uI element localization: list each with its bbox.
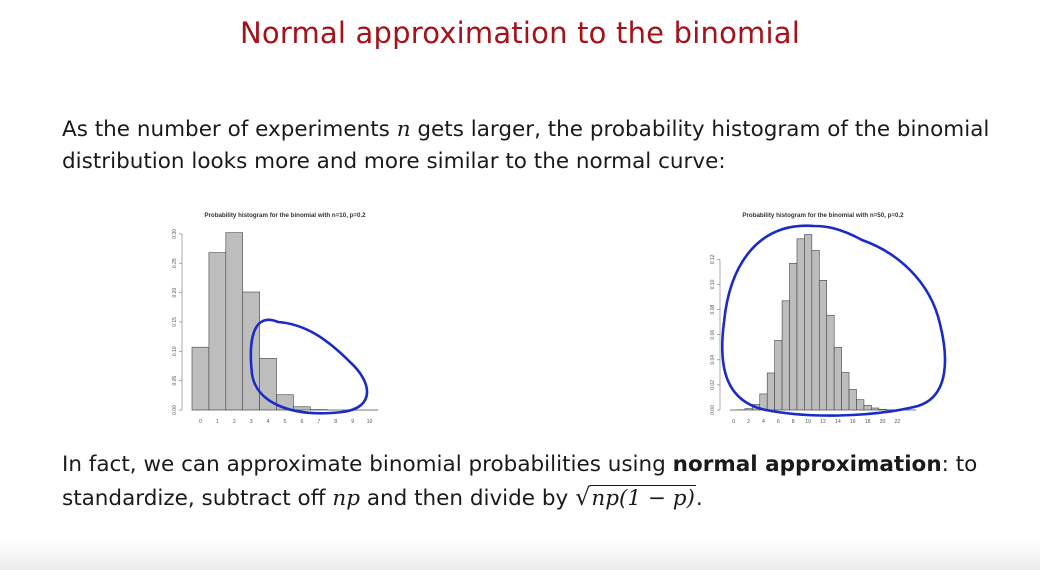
histogram-n10: Probability histogram for the binomial w… — [172, 212, 379, 425]
histogram-bar — [818, 280, 828, 411]
x-tick-label: 2 — [233, 419, 236, 425]
chart-title: Probability histogram for the binomial w… — [204, 212, 366, 219]
histogram-bar — [833, 347, 842, 411]
y-tick-label: 0.12 — [710, 254, 716, 264]
y-tick-label: 0.00 — [710, 405, 716, 415]
x-tick-label: 6 — [300, 419, 303, 425]
histogram-bar — [826, 314, 835, 411]
x-tick-label: 18 — [865, 419, 871, 425]
outro-text-2: : to standardize, subtract off — [62, 452, 978, 511]
histogram-bar — [774, 340, 783, 411]
intro-paragraph: As the number of experiments n gets larg… — [62, 114, 1022, 178]
x-tick-label: 12 — [820, 419, 826, 425]
intro-variable: n — [396, 117, 411, 142]
y-tick-label: 0.30 — [172, 229, 178, 239]
histogram-bar — [863, 405, 872, 411]
y-tick-label: 0.02 — [710, 380, 716, 390]
y-tick-label: 0.00 — [172, 405, 178, 415]
x-tick-label: 1 — [216, 419, 219, 425]
outro-text: In fact, we can approximate binomial pro… — [62, 452, 666, 477]
histogram-bar — [191, 346, 210, 411]
x-tick-label: 7 — [317, 419, 320, 425]
sqrt-radicand: np(1 − p) — [590, 485, 696, 511]
x-tick-label: 5 — [284, 419, 287, 425]
histogram-bar — [208, 252, 227, 411]
histogram-bar — [841, 372, 850, 411]
chart-title: Probability histogram for the binomial w… — [742, 212, 904, 219]
histogram-bar — [856, 399, 865, 411]
x-tick-label: 16 — [850, 419, 856, 425]
histogram-bar — [848, 389, 857, 411]
x-tick-label: 9 — [351, 419, 354, 425]
outro-paragraph: In fact, we can approximate binomial pro… — [62, 449, 1022, 515]
y-tick-label: 0.08 — [710, 305, 716, 315]
x-tick-label: 10 — [805, 419, 811, 425]
x-tick-label: 20 — [880, 419, 886, 425]
y-tick-label: 0.05 — [172, 376, 178, 386]
y-tick-label: 0.10 — [172, 346, 178, 356]
y-tick-label: 0.06 — [710, 330, 716, 340]
x-tick-label: 14 — [835, 419, 841, 425]
x-tick-label: 8 — [334, 419, 337, 425]
histogram-bar — [781, 300, 790, 411]
intro-text-2: gets larger, the probability histogram o… — [62, 117, 990, 174]
y-tick-label: 0.15 — [172, 317, 178, 327]
sqrt-sign: √ — [575, 483, 591, 511]
annotation-circle-tail — [249, 318, 369, 415]
histogram-bar — [293, 406, 311, 411]
x-tick-label: 8 — [792, 419, 795, 425]
outro-variable: np — [332, 486, 360, 511]
histogram-bar — [789, 262, 798, 411]
outro-text-3: and then divide by — [366, 486, 569, 511]
histogram-bar — [766, 372, 775, 411]
sqrt-formula: √np(1 − p) — [575, 481, 696, 515]
x-tick-label: 0 — [732, 419, 735, 425]
slide-title: Normal approximation to the binomial — [240, 16, 800, 50]
outro-end: . — [695, 486, 703, 511]
histogram-bar — [804, 234, 813, 411]
x-tick-label: 6 — [777, 419, 780, 425]
x-tick-label: 4 — [762, 419, 765, 425]
histogram-bar — [225, 232, 244, 411]
y-tick-label: 0.25 — [172, 258, 178, 268]
histogram-n50: Probability histogram for the binomial w… — [710, 212, 947, 425]
histogram-bar — [871, 407, 880, 411]
x-tick-label: 10 — [367, 419, 373, 425]
intro-text: As the number of experiments — [62, 117, 390, 142]
bottom-bar — [0, 540, 1040, 570]
y-tick-label: 0.20 — [172, 287, 178, 297]
x-tick-label: 0 — [199, 419, 202, 425]
y-tick-label: 0.04 — [710, 355, 716, 365]
histogram-bar — [811, 250, 820, 411]
annotation-circle-bell — [720, 224, 947, 417]
x-tick-label: 2 — [747, 419, 750, 425]
outro-bold-term: normal approximation — [672, 452, 942, 477]
x-tick-label: 3 — [250, 419, 253, 425]
y-tick-label: 0.10 — [710, 279, 716, 289]
x-tick-label: 4 — [267, 419, 270, 425]
x-tick-label: 22 — [895, 419, 901, 425]
histogram-bar — [796, 238, 805, 411]
